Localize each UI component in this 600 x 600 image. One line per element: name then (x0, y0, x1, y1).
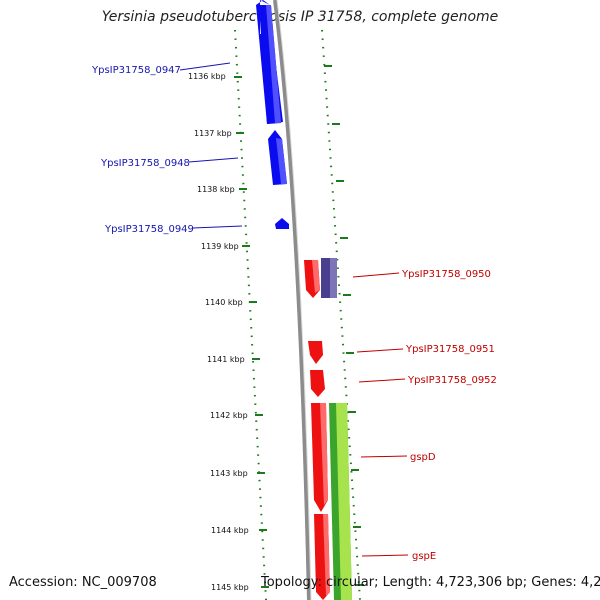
tick-label: 1136 kbp (188, 72, 226, 81)
gene-label-YpsIP31758_0950[interactable]: YpsIP31758_0950 (401, 269, 491, 280)
tick-label: 1142 kbp (210, 411, 248, 420)
gene-label-gspE[interactable]: gspE (412, 551, 436, 562)
left-tick-marks (234, 76, 269, 588)
gene-label-YpsIP31758_0949[interactable]: YpsIP31758_0949 (104, 224, 194, 235)
gene-label-gspD[interactable]: gspD (410, 452, 436, 463)
left-dotted-track (234, 29, 267, 600)
tick-label: 1139 kbp (201, 242, 239, 251)
connector-YpsIP31758_0951 (356, 348, 404, 353)
gene-YpsIP31758_0951[interactable] (308, 341, 323, 364)
accession-text: Accession: NC_009708 (9, 575, 157, 590)
gene-YpsIP31758_0950-shade (312, 260, 320, 293)
genome-backbone (273, 0, 311, 600)
tick-label: 1138 kbp (197, 185, 235, 194)
tick-label: 1143 kbp (210, 469, 248, 478)
connector-YpsIP31758_0948 (188, 157, 239, 163)
other-features (321, 258, 352, 600)
genome-summary-text: Topology: circular; Length: 4,723,306 bp… (261, 575, 600, 590)
gene-YpsIP31758_0949[interactable] (275, 218, 289, 229)
gene-label-YpsIP31758_0947[interactable]: YpsIP31758_0947 (91, 65, 181, 76)
connector-YpsIP31758_0949 (192, 225, 243, 229)
feature-purple-block-shade (330, 258, 337, 298)
gene-gspD-shade (320, 403, 328, 505)
connector-YpsIP31758_0947 (179, 62, 231, 71)
tick-label: 1145 kbp (211, 583, 249, 592)
right-dotted-track (321, 29, 361, 600)
gene-YpsIP31758_0952[interactable] (310, 370, 325, 397)
label-connectors (179, 62, 409, 557)
tick-labels: 1136 kbp 1137 kbp 1138 kbp 1139 kbp 1140… (188, 72, 249, 592)
tick-label: 1140 kbp (205, 298, 243, 307)
gene-labels: YpsIP31758_0947 YpsIP31758_0948 YpsIP317… (91, 65, 497, 562)
feature-green-band-light (336, 403, 352, 600)
genome-backbone-highlight (276, 0, 312, 600)
tick-label: 1137 kbp (194, 129, 232, 138)
map-title: Yersinia pseudotuberculosis IP 31758, co… (101, 9, 499, 25)
gene-label-YpsIP31758_0948[interactable]: YpsIP31758_0948 (100, 158, 190, 169)
gene-YpsIP31758_0947-shade (266, 5, 281, 123)
tick-label: 1141 kbp (207, 355, 245, 364)
forward-strand-genes (304, 260, 330, 600)
connector-gspE (361, 554, 409, 557)
gene-gspE-shade (323, 514, 330, 596)
connector-YpsIP31758_0952 (358, 378, 406, 383)
reverse-strand-genes (256, 0, 289, 229)
gene-label-YpsIP31758_0951[interactable]: YpsIP31758_0951 (405, 344, 495, 355)
gene-YpsIP31758_0948-shade (276, 138, 287, 184)
connector-YpsIP31758_0950 (352, 272, 400, 278)
connector-gspD (360, 455, 408, 458)
gene-label-YpsIP31758_0952[interactable]: YpsIP31758_0952 (407, 375, 497, 386)
tick-label: 1144 kbp (211, 526, 249, 535)
right-tick-marks (324, 65, 364, 586)
